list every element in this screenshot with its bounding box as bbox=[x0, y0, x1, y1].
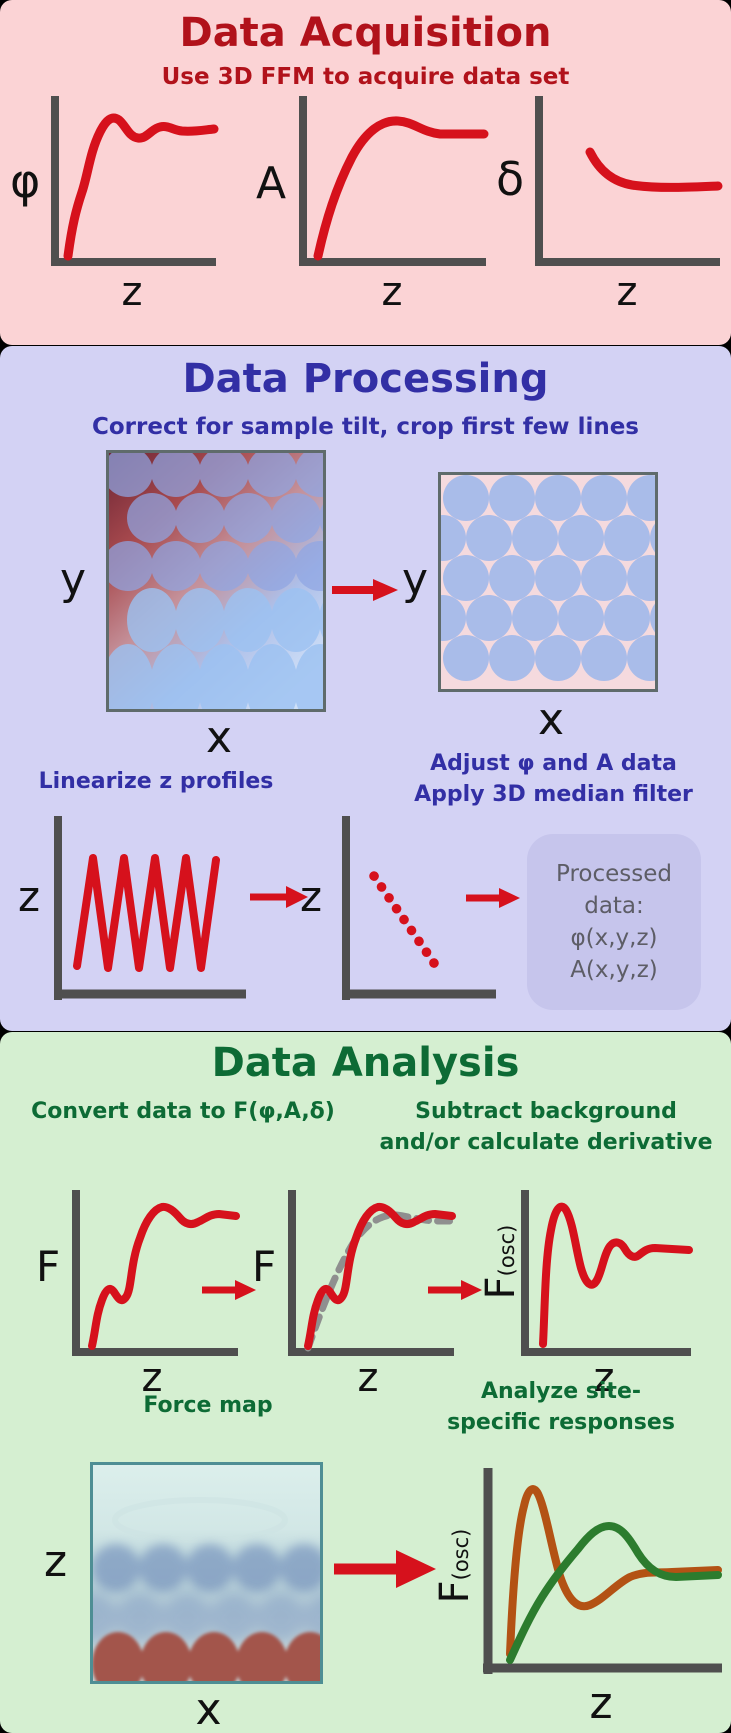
z-axis-label: z bbox=[589, 1678, 613, 1729]
z-axis-label: z bbox=[381, 269, 403, 315]
force-curve bbox=[304, 1202, 456, 1350]
phi-curve bbox=[63, 113, 219, 261]
tilted-sample-image bbox=[106, 450, 326, 712]
delta-vs-z-graph bbox=[535, 96, 723, 266]
subtract-step-label-line1: Subtract background bbox=[415, 1099, 677, 1124]
processed-data-box: Processed data: φ(x,y,z) A(x,y,z) bbox=[527, 834, 701, 1010]
y-axis-label: y bbox=[60, 554, 87, 605]
arrow-right-icon bbox=[202, 1280, 256, 1300]
arrow-right-icon bbox=[428, 1280, 482, 1300]
delta-curve bbox=[585, 147, 723, 192]
arrow-right-icon bbox=[334, 1550, 436, 1588]
z-axis-label: z bbox=[141, 1355, 163, 1401]
amplitude-axis-label: A bbox=[256, 158, 287, 209]
z-axis-label: z bbox=[18, 872, 41, 921]
z-axis-label: z bbox=[357, 1355, 379, 1401]
arrow-right-icon bbox=[466, 888, 520, 908]
z-axis-label: z bbox=[44, 1536, 68, 1587]
amplitude-curve bbox=[313, 116, 489, 261]
site-response-label-line1: Analyze site- bbox=[480, 1379, 641, 1404]
force-map-content bbox=[93, 1497, 320, 1681]
processed-box-line: Processed bbox=[556, 860, 672, 887]
acquisition-title: Data Acquisition bbox=[179, 10, 552, 56]
site-response-label-line2: specific responses bbox=[447, 1410, 675, 1435]
force-axis-label: F bbox=[252, 1242, 277, 1291]
site-a-response-curve bbox=[506, 1485, 722, 1658]
zigzag-z-profile-graph bbox=[54, 816, 246, 1000]
z-axis-label: z bbox=[300, 872, 323, 921]
force-curve bbox=[88, 1202, 240, 1350]
z-axis-label: z bbox=[616, 269, 638, 315]
phi-vs-z-graph bbox=[51, 96, 219, 266]
amplitude-vs-z-graph bbox=[299, 96, 489, 266]
z-axis-label: z bbox=[121, 269, 143, 315]
oscillatory-force-curve bbox=[539, 1202, 693, 1348]
y-axis-label: y bbox=[402, 554, 429, 605]
surface-atom-row bbox=[93, 1632, 320, 1681]
processed-box-line: A(x,y,z) bbox=[570, 956, 658, 983]
fosc-axis-label: F(osc) bbox=[432, 1528, 478, 1604]
linearize-step-label: Linearize z profiles bbox=[38, 769, 274, 794]
force-axis-label: F bbox=[36, 1242, 61, 1291]
arrow-right-icon bbox=[332, 579, 398, 601]
processing-subtitle: Correct for sample tilt, crop first few … bbox=[91, 414, 639, 440]
processing-title: Data Processing bbox=[182, 356, 549, 402]
zigzag-curve bbox=[73, 854, 220, 972]
regular-lattice-spots bbox=[441, 475, 655, 681]
x-axis-label: x bbox=[537, 694, 565, 745]
analysis-title: Data Analysis bbox=[211, 1040, 520, 1086]
fuzzy-atom-row-1 bbox=[93, 1544, 320, 1592]
force-vs-z-graph bbox=[72, 1190, 240, 1356]
oscillatory-force-graph bbox=[521, 1190, 693, 1356]
site-b-response-curve bbox=[506, 1522, 722, 1664]
force-map-label: Force map bbox=[143, 1393, 273, 1418]
convert-step-label: Convert data to F(φ,A,δ) bbox=[31, 1099, 335, 1124]
dotted-linear-curve bbox=[369, 871, 441, 971]
subtract-step-label-line2: and/or calculate derivative bbox=[379, 1130, 713, 1155]
faint-contour bbox=[112, 1497, 288, 1543]
delta-axis-label: δ bbox=[496, 152, 525, 206]
corrected-sample-image bbox=[438, 472, 658, 692]
fuzzy-atom-row-2 bbox=[93, 1593, 320, 1643]
arrow-right-icon bbox=[250, 886, 308, 908]
site-response-graph bbox=[483, 1468, 722, 1674]
adjust-step-label-line2: Apply 3D median filter bbox=[414, 782, 693, 807]
linearized-z-graph bbox=[342, 816, 496, 1000]
stretched-lattice-spots bbox=[109, 588, 323, 709]
acquisition-subtitle: Use 3D FFM to acquire data set bbox=[161, 64, 570, 90]
force-map-image bbox=[90, 1462, 323, 1684]
force-background-graph bbox=[288, 1190, 456, 1356]
x-axis-label: x bbox=[195, 1684, 222, 1733]
processed-box-line: data: bbox=[584, 892, 644, 919]
processed-box-line: φ(x,y,z) bbox=[570, 924, 658, 951]
adjust-step-label-line1: Adjust φ and A data bbox=[430, 751, 677, 776]
x-axis-label: x bbox=[205, 712, 233, 763]
z-axis-label: z bbox=[593, 1355, 615, 1401]
atom-lattice-spots bbox=[109, 453, 323, 591]
phi-axis-label: φ bbox=[10, 154, 41, 208]
